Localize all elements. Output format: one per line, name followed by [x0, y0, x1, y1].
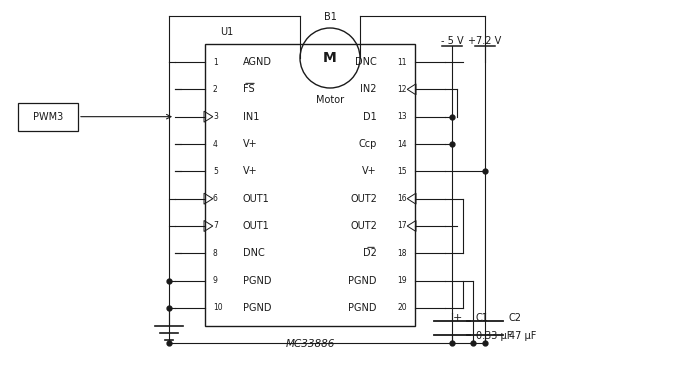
- Text: U1: U1: [220, 27, 233, 37]
- Text: IN1: IN1: [243, 112, 259, 122]
- Text: 4: 4: [213, 139, 218, 149]
- Text: 9: 9: [213, 276, 218, 285]
- Text: PGND: PGND: [243, 276, 272, 286]
- Text: AGND: AGND: [243, 57, 272, 67]
- Text: 0.33 μF: 0.33 μF: [476, 331, 512, 341]
- Text: 2: 2: [213, 85, 217, 94]
- Text: D2: D2: [363, 248, 377, 258]
- Text: 12: 12: [397, 85, 407, 94]
- Text: 6: 6: [213, 194, 218, 203]
- Text: V+: V+: [243, 166, 258, 176]
- Text: V+: V+: [362, 166, 377, 176]
- Text: PWM3: PWM3: [33, 112, 63, 122]
- Text: 20: 20: [397, 304, 407, 312]
- Text: OUT1: OUT1: [243, 221, 270, 231]
- Text: PGND: PGND: [348, 303, 377, 313]
- Text: 47 μF: 47 μF: [509, 331, 537, 341]
- Text: 17: 17: [397, 222, 407, 230]
- Text: 11: 11: [397, 57, 407, 67]
- Text: 14: 14: [397, 139, 407, 149]
- Bar: [18, 103, 78, 131]
- Text: PGND: PGND: [243, 303, 272, 313]
- Text: OUT2: OUT2: [350, 221, 377, 231]
- Text: B1: B1: [323, 12, 337, 22]
- Text: OUT1: OUT1: [243, 194, 270, 204]
- Text: M: M: [323, 51, 337, 65]
- Text: 16: 16: [397, 194, 407, 203]
- Text: 13: 13: [397, 112, 407, 121]
- Text: 19: 19: [397, 276, 407, 285]
- Text: FS: FS: [243, 84, 254, 94]
- Text: 5: 5: [213, 167, 218, 176]
- Text: V+: V+: [243, 139, 258, 149]
- Text: DNC: DNC: [243, 248, 265, 258]
- Text: PGND: PGND: [348, 276, 377, 286]
- Text: +7.2 V: +7.2 V: [468, 36, 502, 46]
- Text: D1: D1: [363, 112, 377, 122]
- Text: C1: C1: [476, 313, 489, 323]
- Text: MC33886: MC33886: [285, 339, 335, 349]
- Text: IN2: IN2: [360, 84, 377, 94]
- Text: +: +: [452, 313, 462, 323]
- Text: Motor: Motor: [316, 95, 344, 105]
- Text: 7: 7: [213, 222, 218, 230]
- Text: Ccp: Ccp: [359, 139, 377, 149]
- Text: - 5 V: - 5 V: [441, 36, 464, 46]
- Text: DNC: DNC: [355, 57, 377, 67]
- Text: 8: 8: [213, 249, 217, 258]
- Text: 1: 1: [213, 57, 217, 67]
- Text: 10: 10: [213, 304, 222, 312]
- Text: OUT2: OUT2: [350, 194, 377, 204]
- Text: C2: C2: [509, 313, 522, 323]
- Bar: [205, 44, 415, 326]
- Text: 18: 18: [397, 249, 407, 258]
- Text: 3: 3: [213, 112, 218, 121]
- Text: 15: 15: [397, 167, 407, 176]
